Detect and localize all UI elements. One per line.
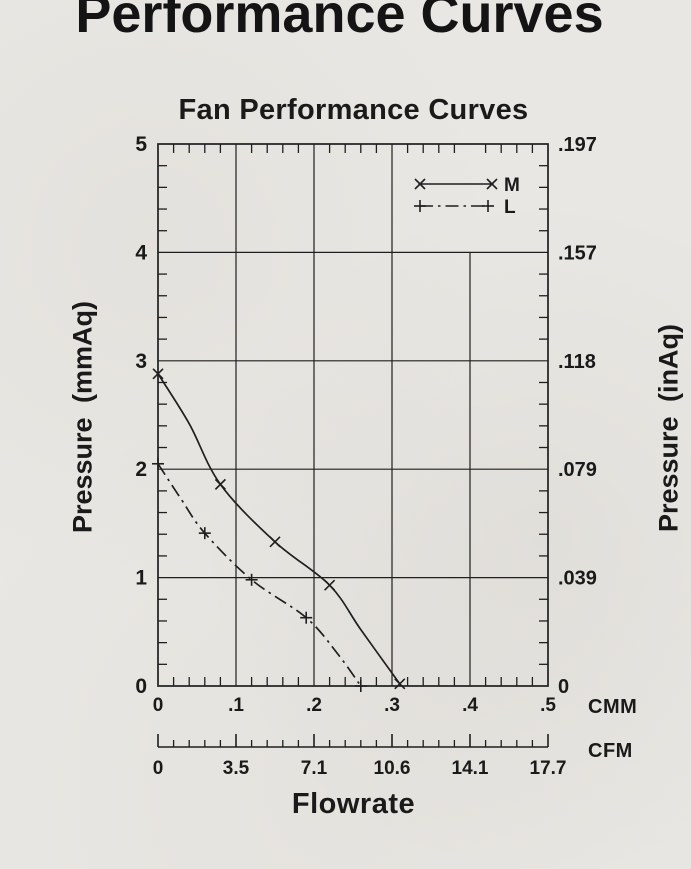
svg-text:0: 0	[558, 676, 569, 698]
cmm-tick-labels: 0 .1 .2 .3 .4 .5	[153, 695, 557, 716]
svg-text:0: 0	[135, 675, 147, 698]
svg-text:.2: .2	[306, 695, 322, 716]
cfm-tick-labels: 0 3.5 7.1 10.6 14.1 17.7	[153, 758, 567, 779]
legend: ML	[414, 175, 520, 218]
cfm-unit-label: CFM	[588, 740, 633, 762]
x-axis-title: Flowrate	[291, 788, 416, 820]
svg-text:0: 0	[153, 695, 164, 716]
right-tick-labels: .197 .157 .118 .079 .039 0	[558, 134, 597, 698]
svg-text:2: 2	[135, 458, 147, 481]
series-M-curve	[157, 373, 401, 685]
series-M	[152, 368, 406, 690]
svg-text:.3: .3	[384, 695, 400, 716]
svg-text:.118: .118	[558, 351, 596, 373]
svg-text:M: M	[504, 175, 520, 196]
svg-text:.079: .079	[558, 459, 597, 481]
plot-frame	[157, 143, 549, 687]
series-L-curve	[157, 463, 362, 687]
minor-ticks	[158, 144, 548, 686]
svg-text:3: 3	[135, 350, 147, 373]
grid-lines	[158, 144, 548, 686]
svg-text:5: 5	[135, 133, 147, 156]
svg-text:0: 0	[153, 758, 164, 779]
cfm-ruler	[157, 734, 549, 748]
svg-text:.1: .1	[228, 695, 244, 716]
svg-text:1: 1	[135, 567, 147, 590]
svg-text:.157: .157	[558, 242, 597, 264]
svg-text:L: L	[504, 197, 516, 218]
cmm-unit-label: CMM	[588, 696, 638, 718]
svg-text:7.1: 7.1	[301, 758, 328, 779]
svg-text:.197: .197	[558, 134, 597, 156]
svg-text:10.6: 10.6	[374, 758, 411, 779]
chart-title: Fan Performance Curves	[178, 94, 529, 126]
series-L	[152, 457, 367, 692]
svg-text:17.7: 17.7	[530, 758, 567, 779]
svg-text:4: 4	[135, 241, 147, 264]
svg-text:.4: .4	[462, 695, 478, 716]
svg-text:.039: .039	[558, 568, 597, 590]
left-tick-labels: 0 1 2 3 4 5	[135, 133, 147, 698]
svg-text:3.5: 3.5	[223, 758, 250, 779]
page-title: Performance Curves	[75, 0, 604, 44]
svg-text:14.1: 14.1	[452, 758, 489, 779]
svg-text:.5: .5	[540, 695, 556, 716]
